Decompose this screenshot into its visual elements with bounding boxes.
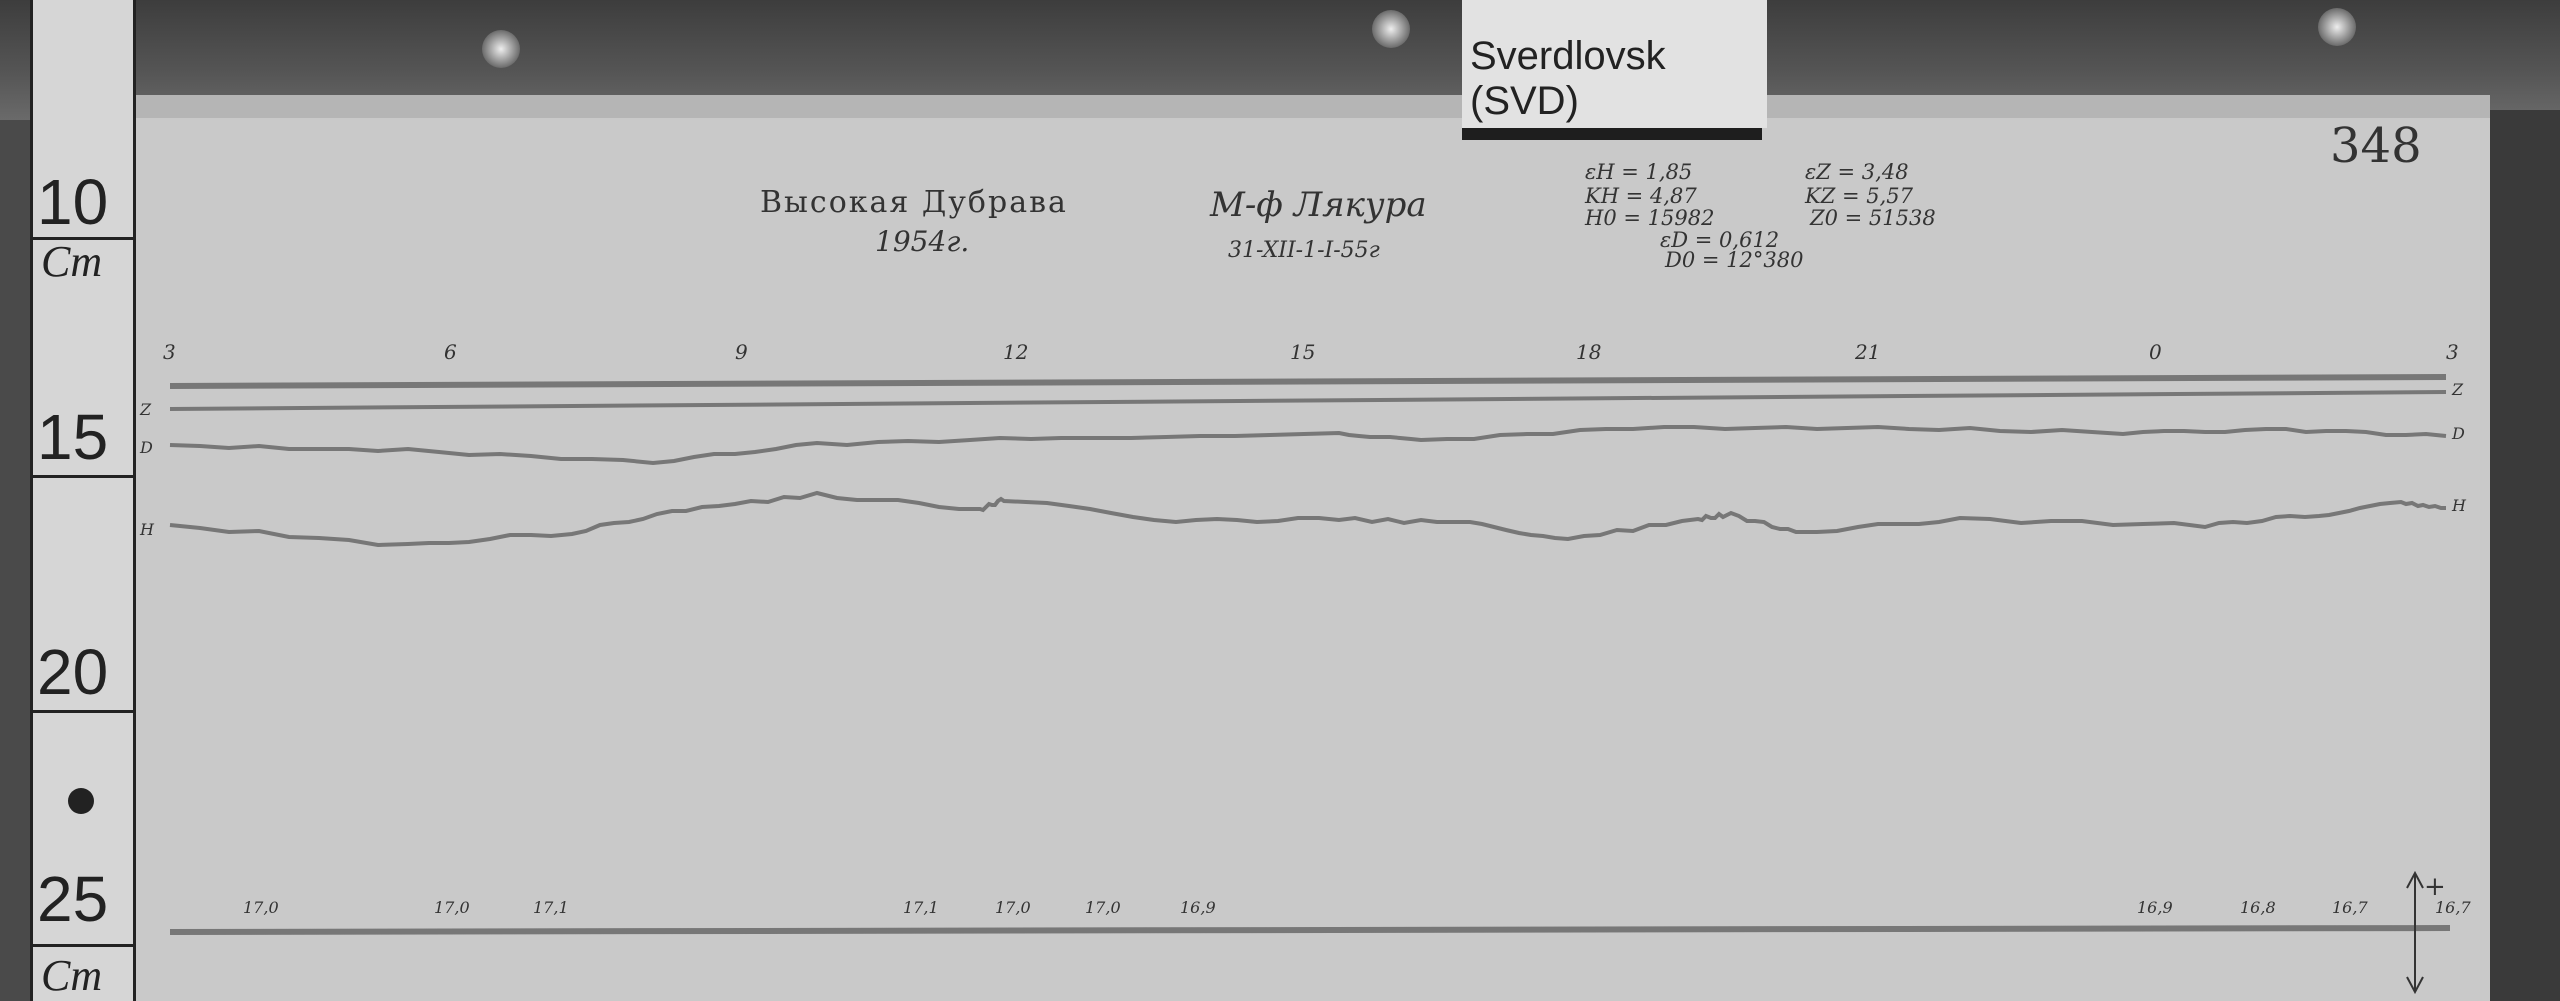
trace-label-z: Z xyxy=(2452,380,2464,399)
station-name: Высокая Дубрава xyxy=(760,185,1068,220)
hour-mark: 21 xyxy=(1855,340,1881,364)
hour-mark: 18 xyxy=(1576,340,1602,364)
year: 1954г. xyxy=(875,225,970,258)
centimeter-ruler: 10 Cm 15 20 25 Cm xyxy=(30,0,136,1001)
trace-label-d: D xyxy=(2452,424,2465,443)
board-edge xyxy=(2490,110,2560,1001)
temperature-mark: 17,0 xyxy=(434,898,470,917)
dates: 31-XII-1-I-55г xyxy=(1228,238,1380,263)
temperature-mark: 16,9 xyxy=(2137,898,2173,917)
constant: εZ = 3,48 xyxy=(1805,160,1909,184)
trace-label-z: Z xyxy=(140,400,152,419)
ruler-line xyxy=(33,944,133,947)
ruler-mark: 25 xyxy=(37,863,109,935)
trace-label-h: H xyxy=(2452,496,2466,515)
temperature-baseline xyxy=(169,925,2451,935)
constant: εH = 1,85 xyxy=(1585,160,1693,184)
trace-label-d: D xyxy=(140,438,153,457)
ruler-unit: Cm xyxy=(41,951,103,1000)
hour-mark: 9 xyxy=(735,340,748,364)
temperature-mark: 17,0 xyxy=(995,898,1031,917)
constant: D0 = 12°380 xyxy=(1665,248,1804,272)
ruler-hole xyxy=(68,788,94,814)
temperature-mark: 17,1 xyxy=(533,898,569,917)
temperature-mark: 16,7 xyxy=(2435,898,2471,917)
hour-mark: 3 xyxy=(163,340,176,364)
ruler-mark: 15 xyxy=(37,401,109,473)
screw-icon xyxy=(482,30,520,68)
constant: KH = 4,87 xyxy=(1585,184,1697,208)
h-trace xyxy=(169,490,2446,548)
temperature-mark: 17,0 xyxy=(1085,898,1121,917)
observer: М-ф Лякура xyxy=(1210,185,1427,225)
temperature-mark: 16,9 xyxy=(1180,898,1216,917)
ruler-mark: 10 xyxy=(37,166,109,238)
hour-mark: 0 xyxy=(2149,340,2162,364)
constant: εD = 0,612 xyxy=(1660,228,1780,252)
plus-sign: + xyxy=(2424,872,2446,902)
d-trace xyxy=(169,424,2447,466)
temperature-mark: 17,1 xyxy=(903,898,939,917)
ruler-mark: 20 xyxy=(37,636,109,708)
arrowhead-icon xyxy=(2406,870,2424,995)
station-label-text: Sverdlovsk (SVD) xyxy=(1470,34,1666,123)
ruler-line xyxy=(33,475,133,478)
constant: H0 = 15982 xyxy=(1585,206,1715,230)
temperature-mark: 16,7 xyxy=(2332,898,2368,917)
temperature-mark: 16,8 xyxy=(2240,898,2276,917)
station-label: Sverdlovsk (SVD) xyxy=(1462,0,1767,128)
hour-mark: 3 xyxy=(2446,340,2459,364)
sheet-number: 348 xyxy=(2330,118,2422,174)
hour-mark: 6 xyxy=(444,340,457,364)
ruler-line xyxy=(33,237,133,240)
constant: KZ = 5,57 xyxy=(1805,184,1913,208)
label-bar xyxy=(1462,128,1762,140)
temperature-mark: 17,0 xyxy=(243,898,279,917)
magnetogram-sheet xyxy=(130,118,2490,1001)
screw-icon xyxy=(2318,8,2356,46)
hour-mark: 15 xyxy=(1290,340,1316,364)
baseline-trace xyxy=(169,374,2447,389)
ruler-unit: Cm xyxy=(41,237,103,286)
screw-icon xyxy=(1372,10,1410,48)
constant: Z0 = 51538 xyxy=(1810,206,1936,230)
trace-label-h: H xyxy=(140,520,154,539)
z-trace xyxy=(169,390,2447,411)
ruler-line xyxy=(33,710,133,713)
hour-mark: 12 xyxy=(1003,340,1029,364)
